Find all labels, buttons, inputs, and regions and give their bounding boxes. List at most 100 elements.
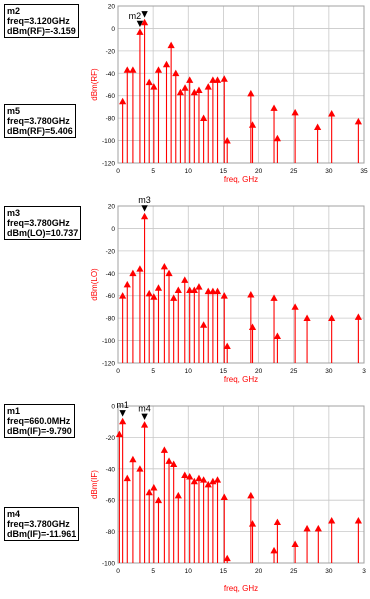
data-point (200, 321, 208, 328)
data-point (273, 134, 282, 142)
data-point (136, 465, 144, 472)
data-point (129, 66, 137, 73)
data-point (270, 294, 278, 301)
data-point (136, 265, 144, 272)
y-tick-label: -100 (102, 561, 115, 568)
data-point (328, 314, 336, 322)
data-point (176, 88, 185, 96)
plot-frame (117, 205, 365, 364)
data-point (314, 123, 322, 130)
data-point (190, 286, 198, 293)
x-tick-label: 0 (116, 568, 120, 575)
data-point (303, 524, 311, 532)
y-tick-label: -100 (102, 338, 115, 345)
x-axis-label: freq, GHz (224, 175, 258, 184)
readout-line: freq=3.780GHz (7, 116, 70, 126)
x-tick-label: 30 (325, 568, 333, 575)
data-point (314, 524, 322, 532)
readout-line: m2 (7, 6, 21, 16)
data-point (209, 287, 217, 295)
data-point (354, 313, 362, 320)
data-point (354, 117, 362, 125)
marker-label-m3: m3 (138, 195, 151, 205)
readout-m2: m2 freq=3.120GHz dBm(RF)=-3.159 (4, 4, 79, 38)
readout-m3: m3 freq=3.780GHz dBm(LO)=10.737 (4, 206, 82, 240)
data-point (150, 293, 158, 300)
marker-label-m4: m4 (138, 404, 151, 414)
y-tick-label: -40 (106, 466, 116, 473)
data-point (223, 342, 231, 350)
readout-line: dBm(RF)=-3.159 (7, 26, 76, 36)
data-point (123, 280, 131, 288)
data-point (195, 86, 203, 93)
x-tick-label: 3 (362, 368, 366, 375)
data-point (273, 518, 282, 526)
marker-m1 (119, 410, 126, 417)
data-point (247, 89, 255, 97)
data-point (270, 104, 278, 111)
marker-m3 (141, 205, 148, 212)
x-tick-label: 25 (290, 368, 298, 375)
readout-line: dBm(IF)=-11.961 (7, 529, 77, 539)
y-axis-label: dBm(RF) (90, 68, 99, 101)
data-point (209, 76, 217, 83)
x-tick-label: 15 (220, 568, 228, 575)
y-tick-label: -100 (102, 138, 115, 145)
data-point (174, 286, 182, 293)
x-tick-label: 5 (151, 168, 155, 175)
data-point (154, 284, 163, 291)
readout-m5: m5 freq=3.780GHz dBm(RF)=5.406 (4, 104, 76, 138)
data-point (119, 292, 127, 299)
y-tick-label: -40 (106, 71, 116, 78)
data-point (150, 484, 158, 491)
x-tick-label: 0 (116, 368, 120, 375)
data-point (291, 303, 299, 310)
data-point (213, 476, 222, 483)
y-tick-label: -80 (106, 316, 116, 323)
y-axis-label: dBm(IF) (90, 470, 99, 499)
x-tick-label: 30 (325, 168, 333, 175)
data-point (129, 269, 137, 277)
data-point (170, 294, 178, 301)
data-point (204, 287, 212, 295)
readout-line: m5 (7, 106, 21, 116)
data-point (273, 332, 282, 339)
readout-line: m4 (7, 509, 21, 519)
data-point (140, 18, 149, 26)
data-point (186, 76, 194, 83)
data-point (145, 488, 153, 496)
readout-line: freq=3.780GHz (7, 218, 70, 228)
data-point (328, 110, 336, 117)
data-point (181, 471, 189, 478)
marker-m2 (136, 20, 144, 28)
data-point (172, 69, 180, 77)
data-point (248, 121, 257, 128)
x-tick-label: 35 (360, 168, 368, 175)
x-tick-label: 15 (220, 168, 228, 175)
x-tick-label: 5 (151, 568, 155, 575)
readout-line: m3 (7, 208, 21, 218)
y-tick-label: -60 (106, 293, 116, 300)
marker-label-m1: m1 (116, 400, 129, 410)
plot-frame (117, 405, 365, 564)
data-point (354, 517, 362, 524)
data-point (220, 75, 228, 82)
readout-line: freq=3.780GHz (7, 519, 70, 529)
data-point (154, 496, 163, 504)
y-tick-label: 0 (111, 404, 115, 411)
data-point (162, 60, 171, 68)
data-point (190, 88, 198, 96)
marker-m4 (141, 413, 148, 420)
data-point (195, 474, 203, 482)
data-point (204, 83, 212, 90)
marker-label-m2: m2 (129, 11, 142, 21)
readout-line: m1 (7, 406, 21, 416)
marker-label-m5: m5 (141, 0, 154, 1)
x-tick-label: 25 (290, 568, 298, 575)
readout-line: dBm(IF)=-9.790 (7, 426, 72, 436)
data-point (270, 546, 278, 554)
data-point (145, 289, 153, 297)
data-point (248, 323, 257, 330)
